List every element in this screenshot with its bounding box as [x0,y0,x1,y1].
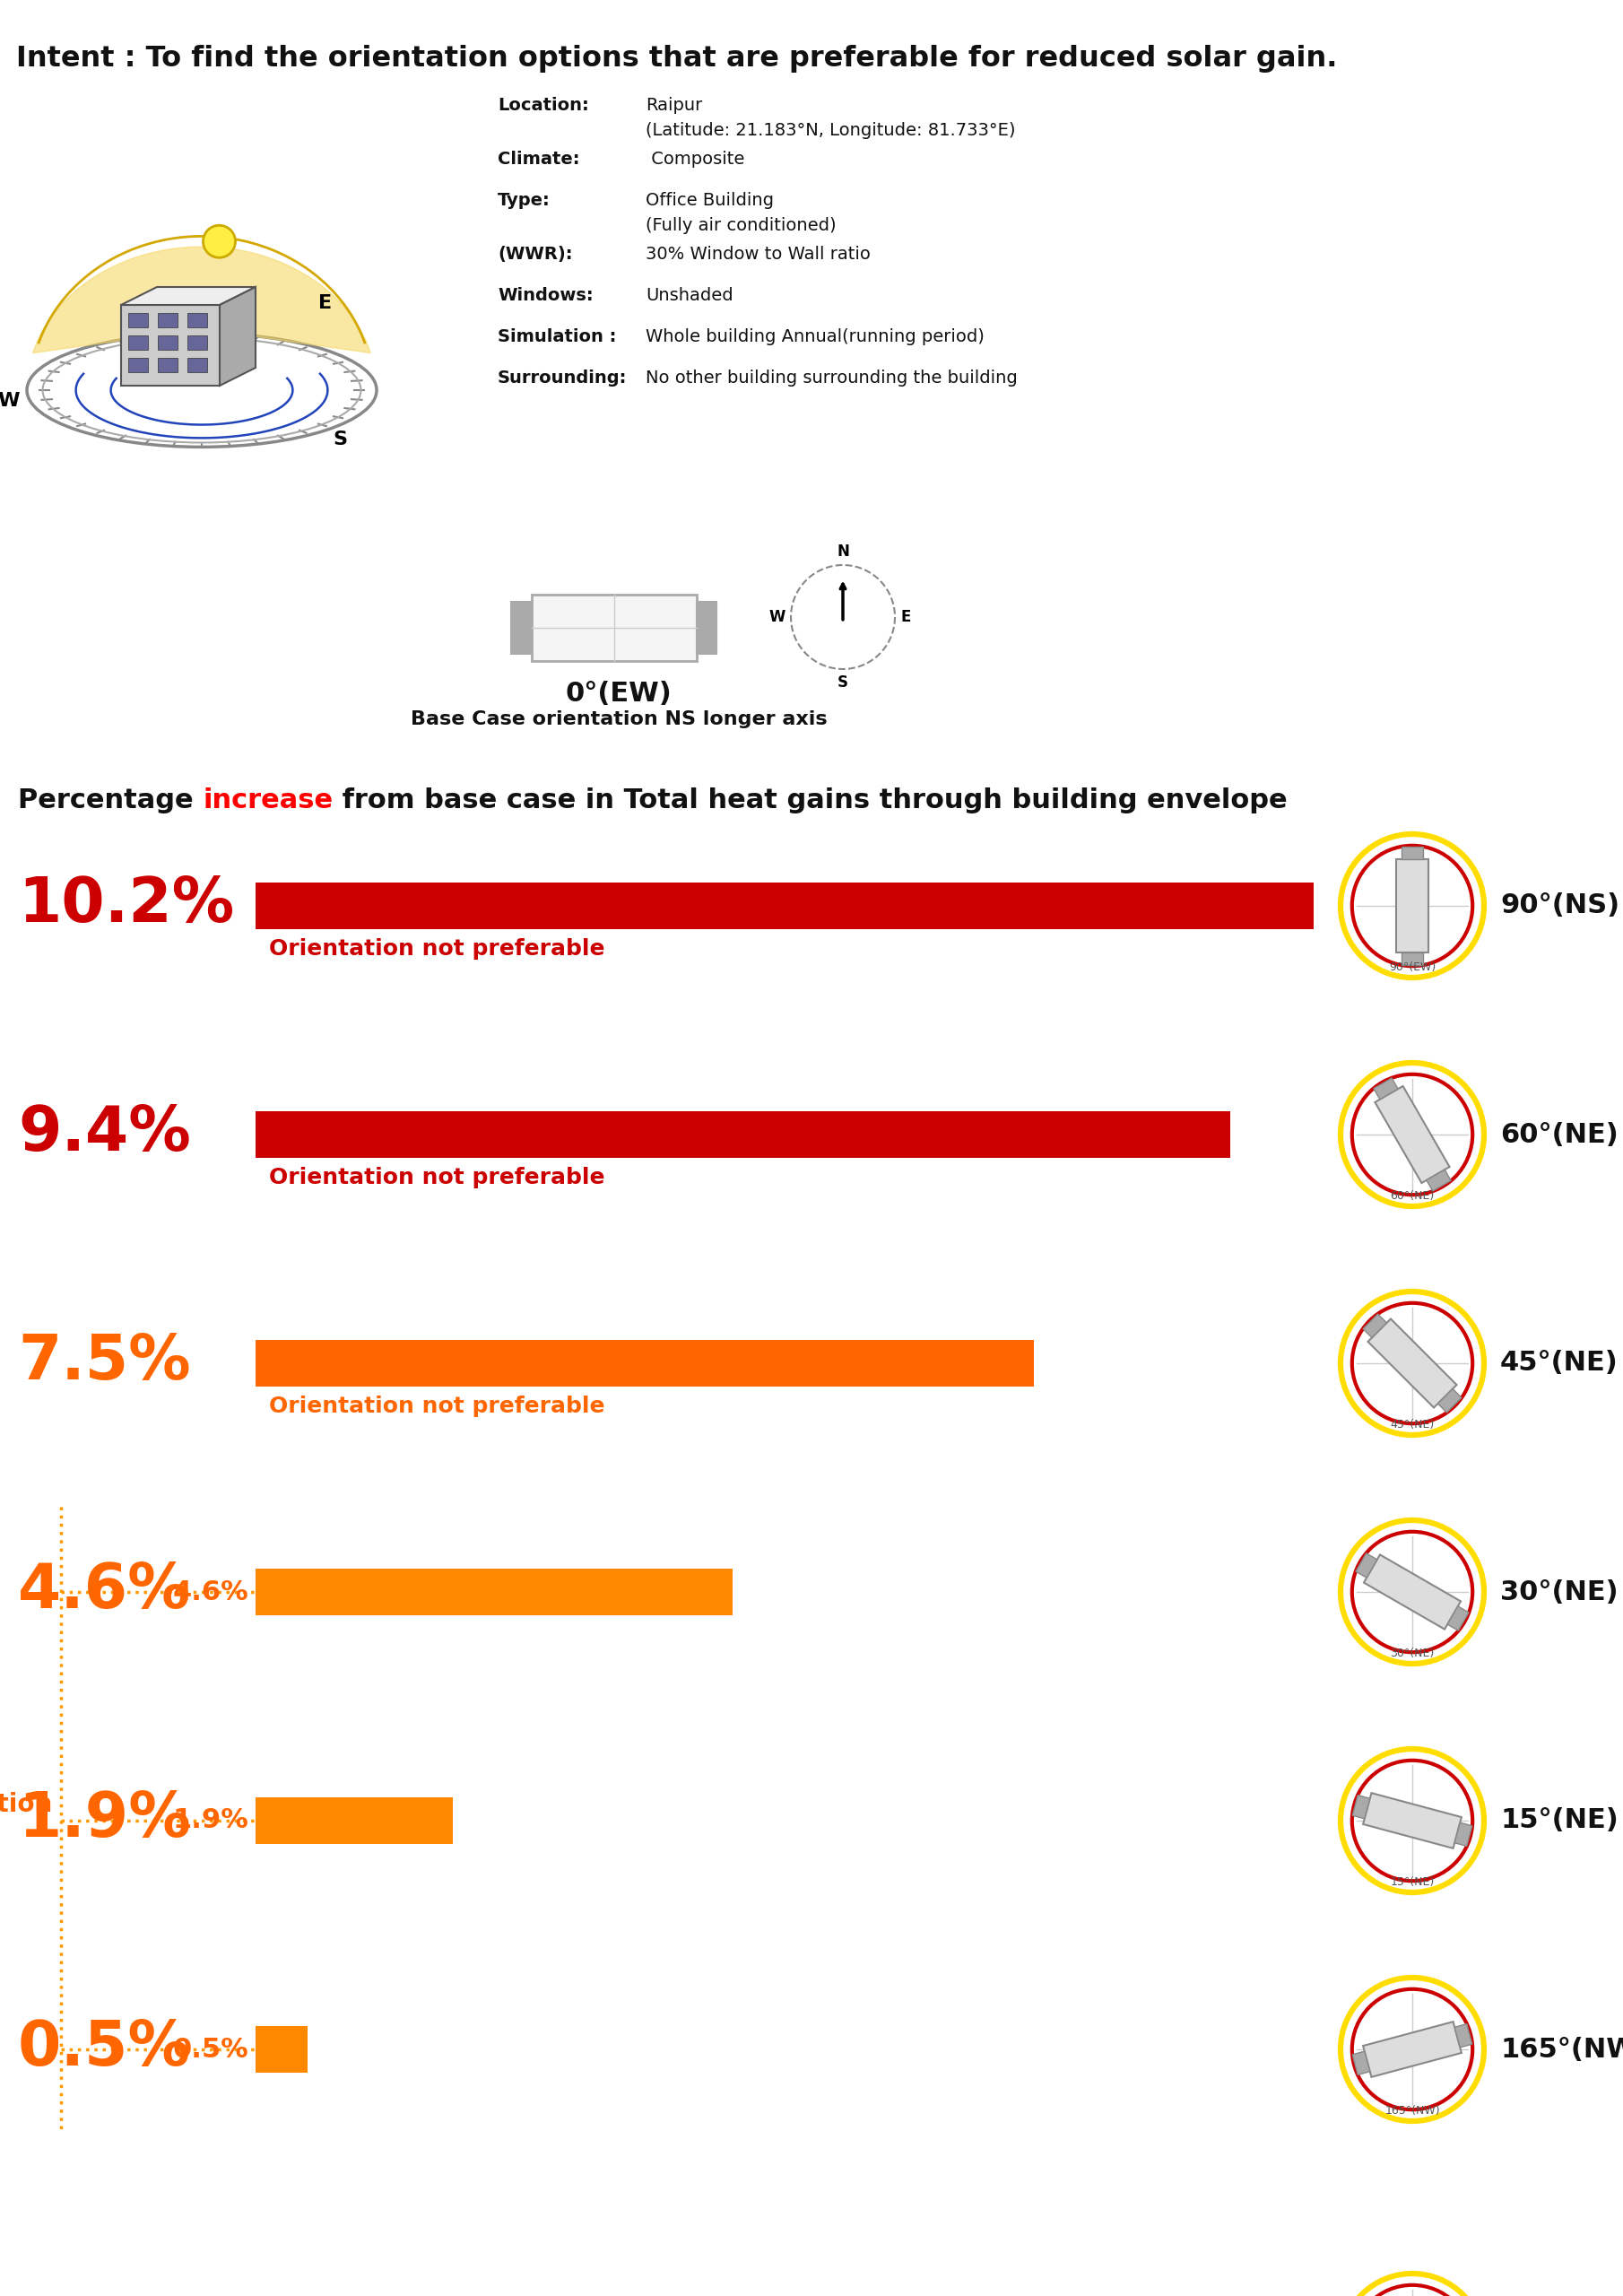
Text: 0.5%: 0.5% [172,2037,248,2062]
Text: 165°(NW): 165°(NW) [1384,2105,1440,2117]
Polygon shape [1402,953,1423,964]
Polygon shape [1355,1554,1378,1577]
Text: 0°(EW): 0°(EW) [565,680,672,707]
Text: 10.2%: 10.2% [18,875,234,934]
Text: Location:: Location: [498,96,589,115]
Text: Base Case orientation NS longer axis: Base Case orientation NS longer axis [411,709,828,728]
FancyBboxPatch shape [255,1111,1230,1157]
FancyBboxPatch shape [255,1568,732,1616]
Polygon shape [128,335,148,349]
Text: (Latitude: 21.183°N, Longitude: 81.733°E): (Latitude: 21.183°N, Longitude: 81.733°E… [646,122,1016,140]
Polygon shape [1352,2050,1370,2076]
Text: 60°(NE): 60°(NE) [1391,1192,1435,1203]
Polygon shape [1454,2023,1472,2048]
Text: Orientation not preferable: Orientation not preferable [269,1166,605,1189]
Polygon shape [122,305,219,386]
Text: Type:: Type: [498,193,550,209]
Text: 90°(NS): 90°(NS) [1500,893,1620,918]
Text: Preferable  Orientation: Preferable Orientation [0,1793,52,1818]
Text: Orientation not preferable: Orientation not preferable [269,939,605,960]
Polygon shape [1375,1086,1449,1182]
Polygon shape [1373,1079,1397,1100]
Polygon shape [1448,1607,1469,1630]
Text: Intent : To find the orientation options that are preferable for reduced solar g: Intent : To find the orientation options… [16,46,1337,73]
Text: 45°(NE): 45°(NE) [1391,1419,1435,1430]
Text: 45°(NE): 45°(NE) [1500,1350,1618,1375]
Polygon shape [128,312,148,328]
Text: 90°(EW): 90°(EW) [1389,962,1436,974]
Polygon shape [1454,1823,1472,1846]
Polygon shape [128,358,148,372]
Polygon shape [32,246,370,354]
Text: Composite: Composite [646,152,745,168]
Text: from base case in Total heat gains through building envelope: from base case in Total heat gains throu… [333,788,1287,813]
Polygon shape [1368,1318,1457,1407]
Polygon shape [157,312,177,328]
FancyBboxPatch shape [255,1341,1034,1387]
Polygon shape [219,287,255,386]
Text: 165°(NW): 165°(NW) [1500,2037,1623,2062]
Polygon shape [1363,1313,1386,1339]
Text: Whole building Annual(running period): Whole building Annual(running period) [646,328,985,344]
Text: 7.5%: 7.5% [18,1332,192,1391]
Text: Simulation :: Simulation : [498,328,617,344]
Text: 9.4%: 9.4% [18,1102,192,1164]
Text: Orientation not preferable: Orientation not preferable [269,1396,605,1417]
Polygon shape [187,312,208,328]
Text: W: W [769,608,786,625]
Text: Windows:: Windows: [498,287,594,303]
Text: Unshaded: Unshaded [646,287,734,303]
Text: 0.5%: 0.5% [18,2018,192,2078]
Text: increase: increase [203,788,333,813]
Text: Raipur: Raipur [646,96,703,115]
Text: (WWR):: (WWR): [498,246,573,262]
Polygon shape [1363,1554,1461,1630]
Polygon shape [187,335,208,349]
Polygon shape [1402,847,1423,859]
Text: 15°(NE): 15°(NE) [1391,1876,1435,1887]
Text: (Fully air conditioned): (Fully air conditioned) [646,218,836,234]
Text: 30% Window to Wall ratio: 30% Window to Wall ratio [646,246,870,262]
Text: E: E [901,608,911,625]
Polygon shape [122,287,255,305]
Polygon shape [532,595,696,661]
Circle shape [203,225,235,257]
Text: 60°(NE): 60°(NE) [1500,1120,1618,1148]
Polygon shape [1363,2023,1461,2078]
Text: 15°(NE): 15°(NE) [1500,1807,1618,1835]
Text: 30°(NE): 30°(NE) [1500,1580,1618,1605]
FancyBboxPatch shape [255,1798,453,1844]
Polygon shape [1427,1169,1451,1192]
Text: W: W [0,393,19,411]
Text: Climate:: Climate: [498,152,579,168]
Polygon shape [1438,1389,1462,1412]
Text: 30°(NE): 30°(NE) [1391,1649,1435,1660]
Text: S: S [333,429,347,448]
Text: Office Building: Office Building [646,193,774,209]
Polygon shape [1363,1793,1461,1848]
FancyBboxPatch shape [255,2025,307,2073]
Polygon shape [511,602,531,654]
Text: N: N [127,303,143,321]
Text: N: N [837,544,849,560]
Polygon shape [1352,1795,1370,1818]
FancyBboxPatch shape [255,882,1313,930]
Polygon shape [157,358,177,372]
Polygon shape [1396,859,1428,953]
Text: 1.9%: 1.9% [172,1807,248,1835]
Text: Surrounding:: Surrounding: [498,370,626,386]
Polygon shape [157,335,177,349]
Text: 4.6%: 4.6% [172,1580,248,1605]
Text: Percentage: Percentage [18,788,203,813]
Text: No other building surrounding the building: No other building surrounding the buildi… [646,370,1018,386]
Text: 4.6%: 4.6% [18,1561,192,1621]
Polygon shape [696,602,716,654]
Polygon shape [187,358,208,372]
Text: E: E [318,294,331,312]
Text: S: S [837,675,849,691]
Text: 1.9%: 1.9% [18,1789,192,1848]
